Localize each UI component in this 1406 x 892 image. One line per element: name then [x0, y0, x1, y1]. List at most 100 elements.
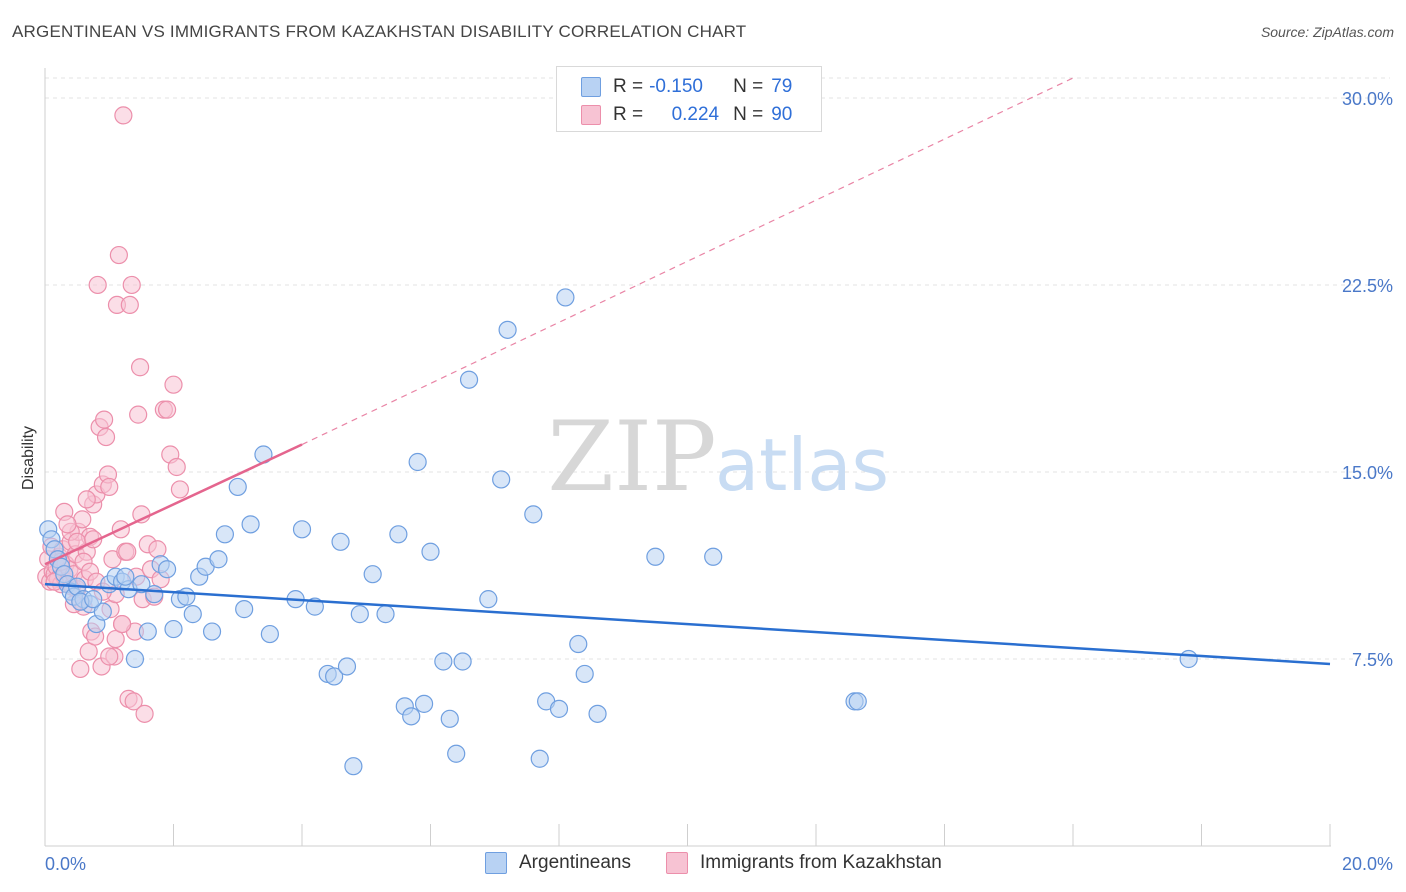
legend-r-label: R =	[613, 104, 644, 125]
legend-swatch-blue	[581, 77, 601, 97]
y-tick-label: 7.5%	[1352, 650, 1393, 670]
argentineans-point	[93, 602, 112, 621]
y-tick-label: 30.0%	[1342, 89, 1393, 109]
argentineans-point	[646, 547, 665, 566]
kazakhstan-point	[106, 629, 125, 649]
kazakhstan-point	[130, 358, 150, 377]
kazakhstan-point	[129, 405, 148, 424]
argentineans-point	[84, 590, 103, 609]
argentineans-point	[453, 652, 472, 671]
legend-n-value: 90	[771, 104, 793, 125]
kazakhstan-point	[118, 542, 137, 561]
argentineans-point	[549, 699, 569, 718]
y-tick-label: 22.5%	[1342, 276, 1393, 296]
argentineans-point	[459, 370, 479, 389]
argentineans-point	[492, 470, 511, 489]
kazakhstan-point	[79, 642, 98, 661]
argentineans-point	[260, 624, 279, 644]
legend-r-value: -0.150	[649, 76, 703, 97]
x-tick-label: 0.0%	[45, 854, 86, 874]
argentineans-point	[331, 532, 350, 551]
kazakhstan-point	[114, 106, 133, 125]
kazakhstan-point	[122, 275, 141, 295]
kazakhstan-point	[170, 480, 190, 499]
stats-legend: R = -0.150 N = 79 R = 0.224 N = 90	[556, 66, 822, 132]
argentineans-point	[177, 587, 196, 606]
argentineans-point	[350, 605, 369, 624]
argentineans-point	[138, 622, 157, 641]
y-axis-label: Disability	[20, 426, 37, 490]
kazakhstan-point	[71, 659, 90, 679]
kazakhstan-point	[112, 614, 132, 634]
kazakhstan-trend-line	[44, 443, 303, 566]
argentineans-point	[848, 692, 867, 711]
watermark: ZIP atlas	[547, 401, 889, 513]
y-tick-label: 15.0%	[1342, 463, 1393, 483]
legend-label-kazakhstan: Immigrants from Kazakhstan	[700, 852, 942, 873]
argentineans-point	[421, 542, 440, 561]
argentineans-point	[116, 567, 135, 586]
kazakhstan-point	[120, 295, 139, 315]
argentineans-point	[440, 709, 459, 728]
argentineans-point	[164, 619, 183, 639]
argentineans-point	[241, 515, 260, 534]
kazakhstan-point	[77, 490, 96, 509]
argentineans-point	[408, 452, 427, 472]
legend-row-argentineans: R = -0.150 N = 79	[581, 75, 792, 99]
argentineans-point	[402, 707, 421, 726]
argentineans-point	[1179, 649, 1198, 669]
kazakhstan-point	[58, 515, 77, 534]
legend-r-label: R =	[613, 76, 644, 97]
legend-item-argentineans: Argentineans	[485, 852, 631, 874]
series-legend: Argentineans Immigrants from Kazakhstan	[0, 852, 1406, 878]
argentineans-point	[588, 704, 607, 723]
axes	[44, 68, 1331, 847]
legend-n-value: 79	[771, 76, 793, 97]
argentineans-point	[202, 622, 222, 641]
x-tick-label: 20.0%	[1342, 854, 1393, 874]
legend-r-value: 0.224	[671, 104, 720, 125]
series-argentineans-points	[39, 288, 1198, 776]
argentineans-point	[183, 605, 202, 624]
kazakhstan-point	[95, 410, 114, 429]
argentineans-point	[447, 744, 466, 763]
kazakhstan-point	[167, 457, 186, 477]
chart-title: ARGENTINEAN VS IMMIGRANTS FROM KAZAKHSTA…	[12, 22, 747, 41]
argentineans-trend-line	[44, 582, 1331, 666]
kazakhstan-point	[164, 375, 183, 394]
argentineans-point	[376, 605, 395, 624]
argentineans-point	[145, 585, 164, 604]
kazakhstan-point	[148, 540, 167, 559]
watermark-zip: ZIP	[547, 401, 716, 513]
trend-lines	[44, 77, 1331, 666]
argentineans-point	[325, 667, 344, 686]
legend-swatch-pink	[581, 105, 601, 125]
kazakhstan-point	[109, 245, 128, 265]
argentineans-point	[434, 652, 453, 671]
kazakhstan-trend-extension	[301, 77, 1074, 446]
argentineans-point	[337, 657, 357, 676]
argentineans-point	[235, 600, 254, 619]
argentineans-point	[530, 749, 549, 768]
legend-n-label: N =	[733, 76, 764, 97]
argentineans-point	[389, 525, 408, 544]
tick-labels: 7.5% 15.0% 22.5% 30.0% 0.0% 20.0%	[45, 89, 1393, 874]
argentineans-point	[704, 547, 723, 566]
argentineans-point	[292, 520, 312, 539]
kazakhstan-point	[135, 704, 154, 723]
legend-swatch-pink	[666, 852, 688, 874]
argentineans-point	[209, 550, 228, 569]
gridlines	[45, 77, 1390, 660]
kazakhstan-point	[157, 400, 177, 419]
kazakhstan-point	[100, 647, 119, 666]
argentineans-point	[498, 320, 517, 339]
argentineans-point	[215, 525, 234, 544]
argentineans-point	[363, 565, 382, 584]
kazakhstan-point	[100, 477, 119, 497]
kazakhstan-point	[96, 427, 116, 447]
legend-n-label: N =	[733, 104, 764, 125]
source-label: Source: ZipAtlas.com	[1260, 24, 1394, 40]
kazakhstan-point	[88, 275, 107, 295]
argentineans-point	[575, 664, 594, 684]
argentineans-point	[569, 634, 588, 654]
